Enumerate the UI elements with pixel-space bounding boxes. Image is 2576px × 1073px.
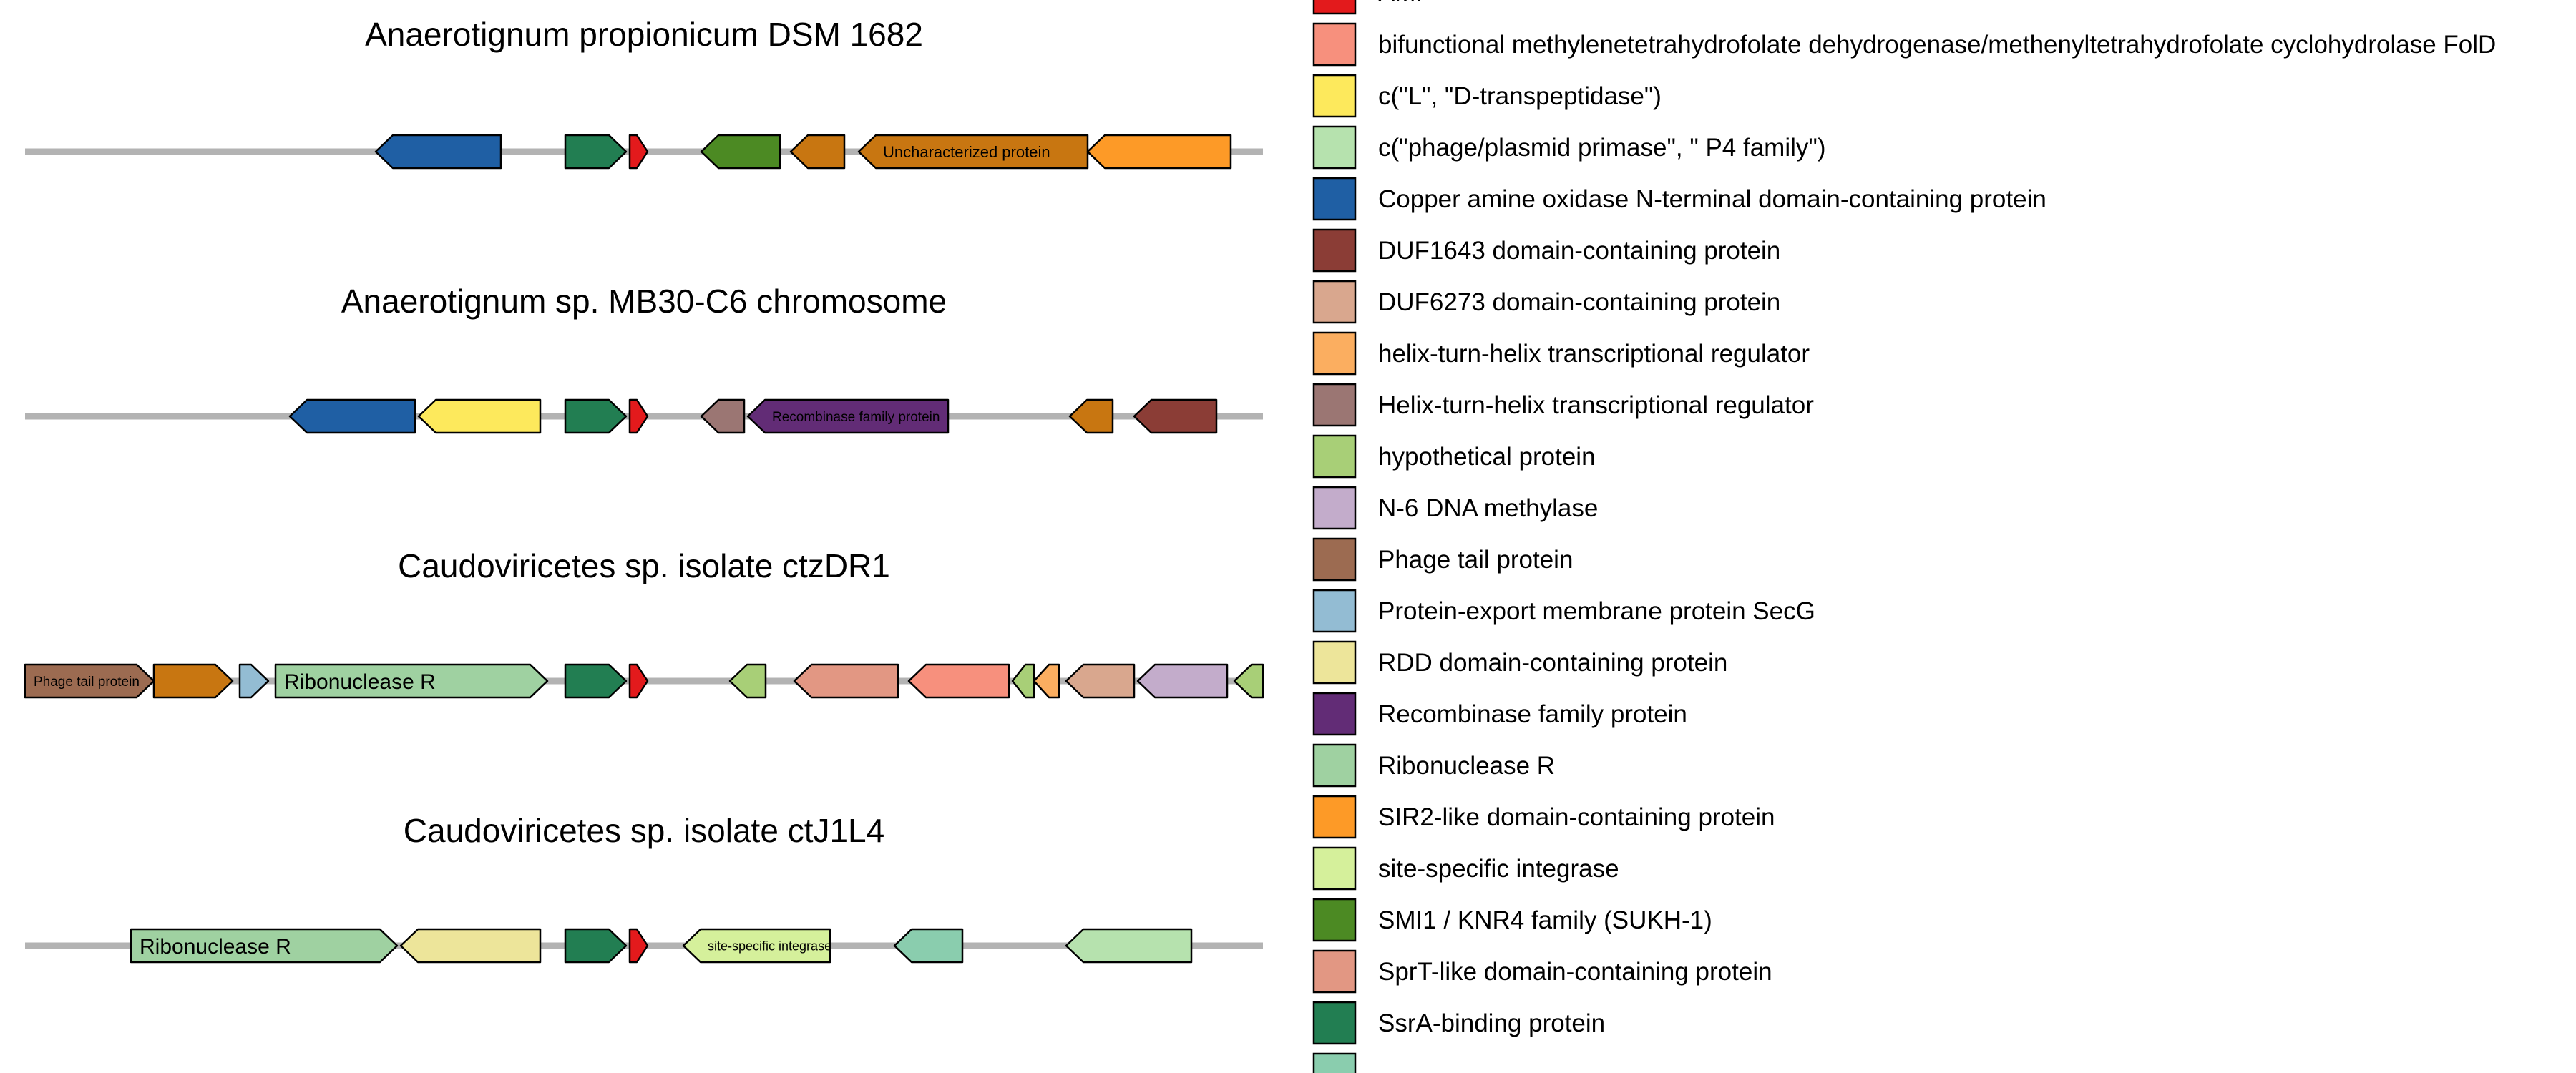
legend-swatch	[1312, 1001, 1357, 1045]
legend-swatch	[1312, 949, 1357, 994]
gene-arrow	[893, 928, 964, 964]
legend-swatch	[1312, 486, 1357, 530]
gene-arrow	[682, 928, 831, 964]
gene-arrow	[700, 134, 781, 170]
genome-title: Caudoviricetes sp. isolate ctJ1L4	[404, 812, 884, 849]
gene-arrow	[1068, 398, 1114, 434]
legend-swatch	[1312, 74, 1357, 118]
legend-label: DUF6273 domain-containing protein	[1378, 288, 1780, 316]
gene-arrow	[1086, 134, 1232, 170]
legend-swatch	[1312, 125, 1357, 170]
legend-swatch	[1312, 177, 1357, 221]
gene-label: site-specific integrase	[708, 939, 831, 953]
legend-label: bifunctional methylenetetrahydrofolate d…	[1378, 31, 2496, 59]
gene-arrow	[24, 663, 155, 699]
legend-label: N-6 DNA methylase	[1378, 494, 1598, 522]
legend-swatch	[1312, 22, 1357, 67]
legend-swatch	[1312, 795, 1357, 839]
gene-arrow	[1065, 928, 1193, 964]
legend-swatch	[1312, 383, 1357, 427]
legend-swatch	[1312, 692, 1357, 736]
gene-label: Uncharacterized protein	[883, 143, 1050, 161]
gene-arrow	[274, 663, 549, 699]
gene-arrow	[628, 398, 649, 434]
gene-arrow	[564, 398, 628, 434]
legend-swatch	[1312, 331, 1357, 376]
gene-arrow	[238, 663, 270, 699]
gene-label: Recombinase family protein	[772, 410, 940, 425]
legend-swatch	[1312, 589, 1357, 633]
legend-label: Phage tail protein	[1378, 546, 1573, 574]
gene-arrow	[564, 134, 628, 170]
legend-swatch	[1312, 537, 1357, 582]
legend-label: c("phage/plasmid primase", " P4 family")	[1378, 134, 1825, 162]
legend-label: Recombinase family protein	[1378, 700, 1687, 728]
legend-label: RDD domain-containing protein	[1378, 649, 1727, 677]
legend-label: Ribonuclease R	[1378, 752, 1555, 780]
gene-arrow	[564, 663, 628, 699]
gene-arrow	[1133, 398, 1218, 434]
legend-label: Protein-export membrane protein SecG	[1378, 597, 1815, 625]
gene-arrow	[564, 928, 628, 964]
gene-arrow	[628, 134, 649, 170]
legend-label: site-specific integrase	[1378, 855, 1619, 883]
legend-swatch	[1312, 434, 1357, 479]
legend-label: SIR2-like domain-containing protein	[1378, 803, 1775, 831]
legend-label: Helix-turn-helix transcriptional regulat…	[1378, 391, 1814, 419]
legend-label: DUF1643 domain-containing protein	[1378, 237, 1780, 265]
genome-title: Caudoviricetes sp. isolate ctzDR1	[398, 547, 890, 584]
gene-arrow	[130, 928, 399, 964]
gene-arrow	[628, 663, 649, 699]
legend-swatch	[1312, 280, 1357, 324]
gene-arrow	[728, 663, 767, 699]
legend-swatch	[1312, 846, 1357, 891]
gene-arrow	[789, 134, 846, 170]
gene-arrow	[152, 663, 234, 699]
gene-arrow	[399, 928, 542, 964]
gene-label: Ribonuclease R	[284, 670, 436, 694]
gene-label: Ribonuclease R	[140, 935, 291, 959]
gene-arrow	[288, 398, 416, 434]
gene-arrow	[374, 134, 502, 170]
gene-arrow	[793, 663, 899, 699]
gene-label: Phage tail protein	[34, 675, 140, 690]
legend-label: hypothetical protein	[1378, 443, 1596, 471]
legend-swatch	[1312, 743, 1357, 788]
legend-label: c("L", "D-transpeptidase")	[1378, 82, 1662, 110]
legend-label: SprT-like domain-containing protein	[1378, 958, 1772, 986]
legend-label: SMI1 / KNR4 family (SUKH-1)	[1378, 906, 1712, 934]
legend-label: SsrA-binding protein	[1378, 1009, 1605, 1037]
legend-swatch	[1312, 898, 1357, 942]
legend-label: Copper amine oxidase N-terminal domain-c…	[1378, 185, 2046, 213]
gene-arrow	[1033, 663, 1060, 699]
gene-arrow	[1136, 663, 1229, 699]
gene-arrow	[700, 398, 746, 434]
gene-arrow	[1065, 663, 1136, 699]
gene-arrow	[417, 398, 542, 434]
gene-arrow	[628, 928, 649, 964]
legend-swatch	[1312, 1052, 1357, 1073]
legend-label: helix-turn-helix transcriptional regulat…	[1378, 340, 1810, 368]
genome-title: Anaerotignum sp. MB30-C6 chromosome	[341, 283, 947, 320]
legend-swatch	[1312, 640, 1357, 685]
legend-label: AMP	[1378, 0, 1433, 7]
gene-arrow	[907, 663, 1010, 699]
gene-arrow	[1233, 663, 1264, 699]
legend-swatch	[1312, 0, 1357, 15]
gene-arrow	[746, 398, 950, 434]
genome-title: Anaerotignum propionicum DSM 1682	[365, 16, 923, 53]
gene-arrow	[1011, 663, 1035, 699]
legend-swatch	[1312, 228, 1357, 273]
